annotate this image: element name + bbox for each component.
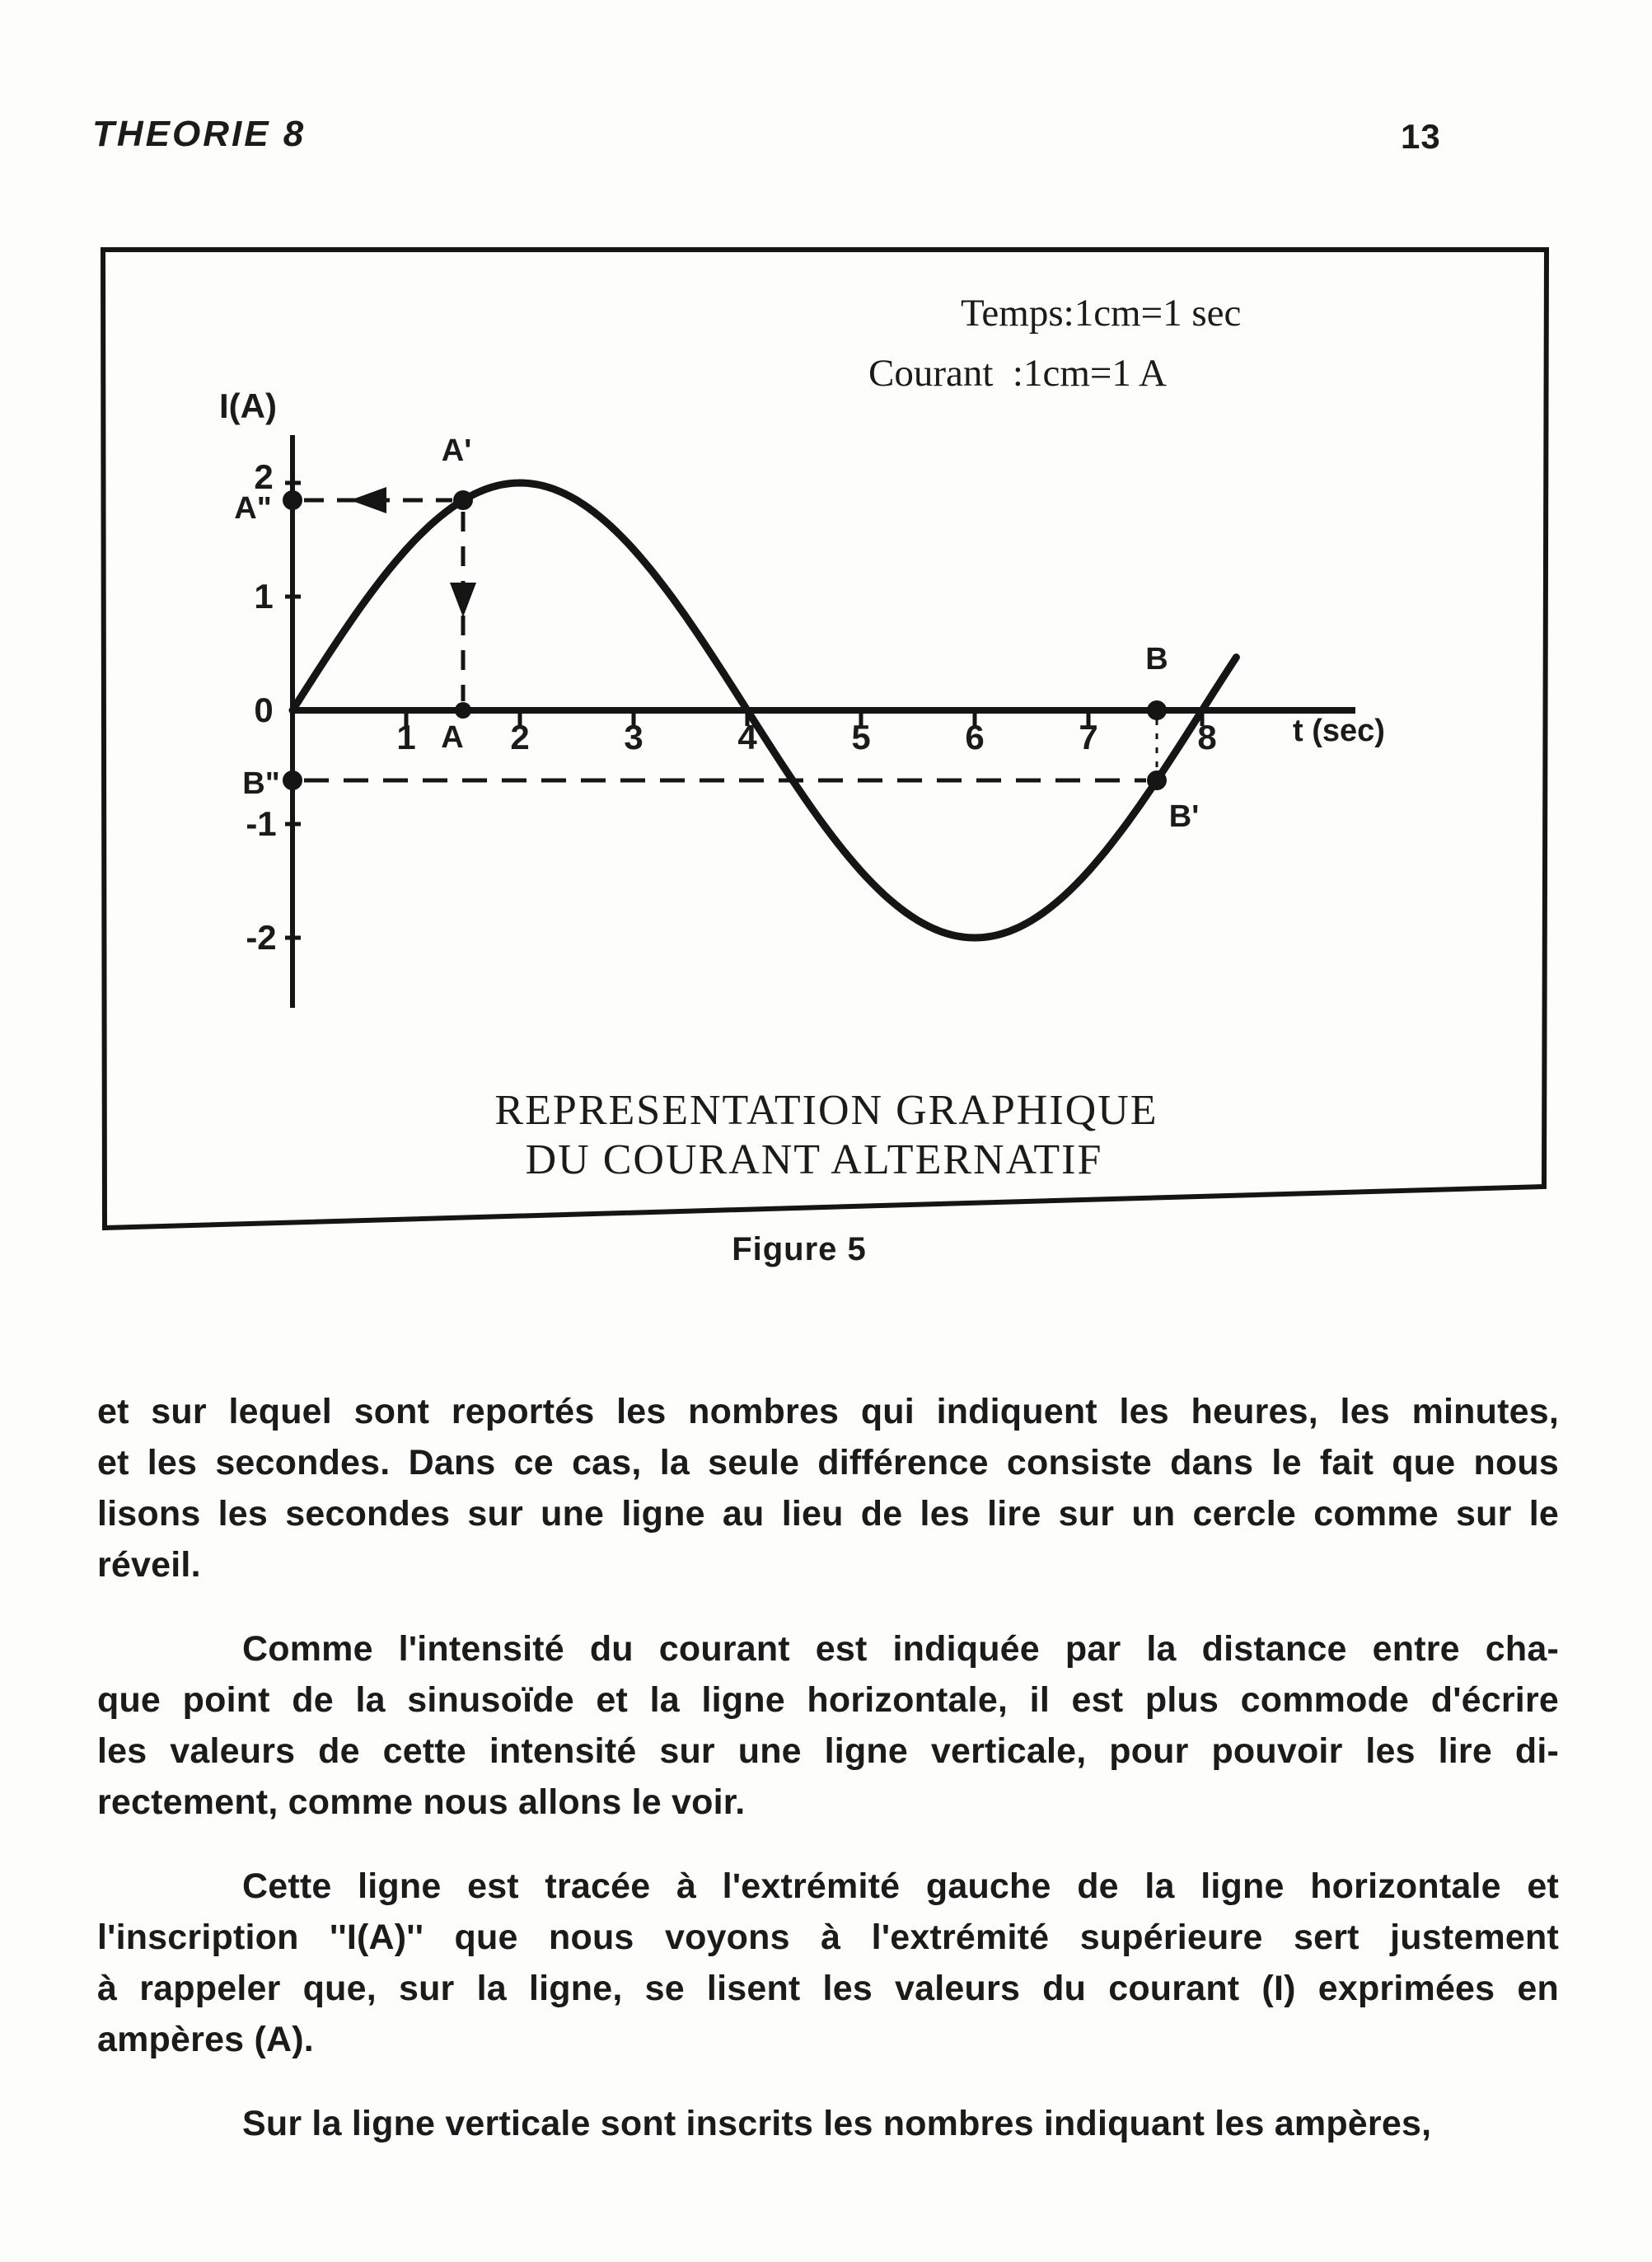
point-a2 <box>283 490 302 510</box>
paragraph: et sur lequel sont reportés les nombres … <box>97 1386 1559 1590</box>
figure-border <box>100 247 1550 1231</box>
figure-title: REPRESENTATION GRAPHIQUE DU COURANT ALTE… <box>494 1087 1158 1183</box>
paragraph: Sur la ligne verticale sont inscrits les… <box>97 2098 1559 2149</box>
y-tick-label: -1 <box>246 804 276 843</box>
legend-time-scale: Temps:1cm=1 sec <box>961 292 1241 335</box>
x-tick-label: 7 <box>1079 718 1097 756</box>
text-line: l'inscription ''I(A)'' que nous voyons à… <box>97 1918 1559 1957</box>
x-tick-label: 1 <box>396 718 415 756</box>
paragraph: Cette ligne est tracée à l'extrémité gau… <box>97 1861 1559 2065</box>
x-axis-label: t (sec) <box>1293 714 1385 748</box>
x-tick-labels: 1 2 3 4 5 6 7 8 <box>396 718 1216 756</box>
arrow-down-icon <box>450 583 476 617</box>
text-line: Cette ligne est tracée à l'extrémité gau… <box>242 1866 1559 1906</box>
figure-title-line1: REPRESENTATION GRAPHIQUE <box>494 1087 1158 1134</box>
text-line: réveil. <box>97 1545 201 1585</box>
point-label-a1: A' <box>442 433 471 468</box>
point-label-b2: B" <box>242 766 279 801</box>
y-axis-label: I(A) <box>219 386 277 425</box>
y-tick-label: 1 <box>254 577 273 616</box>
text-line: à rappeler que, sur la ligne, se lisent … <box>97 1969 1559 2008</box>
figure-caption: Figure 5 <box>732 1231 867 1267</box>
x-tick-label: 8 <box>1197 718 1216 756</box>
section-title: THEORIE 8 <box>92 114 307 154</box>
point-b2 <box>283 770 302 790</box>
point-label-a: A <box>441 720 463 755</box>
point-a1 <box>453 490 473 510</box>
text-line: et les secondes. Dans ce cas, la seule d… <box>97 1443 1559 1482</box>
x-tick-label: 6 <box>965 718 984 756</box>
figure-legend: Temps:1cm=1 sec Courant :1cm=1 A <box>868 292 1241 395</box>
point-a <box>455 702 471 719</box>
page-number: 13 <box>1401 117 1441 156</box>
construction-lines <box>304 498 1158 783</box>
y-tick-labels: 2 1 0 -1 -2 <box>246 457 276 957</box>
x-tick-label: 5 <box>851 718 870 756</box>
y-tick-label: 2 <box>254 457 273 496</box>
arrow-left-icon <box>350 487 386 513</box>
point-labels: A A' A" B B' B" <box>234 433 1199 834</box>
paragraph: Comme l'intensité du courant est indiqué… <box>97 1623 1559 1828</box>
text-line: ampères (A). <box>97 2020 314 2059</box>
point-label-b: B <box>1145 642 1168 677</box>
figure-5-graphic: Temps:1cm=1 sec Courant :1cm=1 A I(A) t … <box>100 247 1550 1231</box>
text-line: rectement, comme nous allons le voir. <box>97 1782 746 1822</box>
point-b1 <box>1147 770 1167 790</box>
y-tick-label: -2 <box>246 918 276 957</box>
text-line: et sur lequel sont reportés les nombres … <box>97 1392 1559 1431</box>
point-b <box>1147 700 1167 720</box>
point-label-a2: A" <box>234 491 271 526</box>
text-line: lisons les secondes sur une ligne au lie… <box>97 1494 1559 1534</box>
x-tick-label: 3 <box>624 718 643 756</box>
point-label-b1: B' <box>1169 799 1199 834</box>
figure-title-line2: DU COURANT ALTERNATIF <box>526 1136 1103 1183</box>
body-text: et sur lequel sont reportés les nombres … <box>97 1386 1559 2182</box>
text-line: que point de la sinusoïde et la ligne ho… <box>97 1680 1559 1720</box>
sine-curve <box>288 479 1240 942</box>
y-ticks <box>285 480 301 940</box>
marked-points <box>283 490 1167 790</box>
y-tick-label: 0 <box>254 691 273 729</box>
x-tick-label: 2 <box>510 718 529 756</box>
text-line: les valeurs de cette intensité sur une l… <box>97 1731 1559 1771</box>
text-line: Comme l'intensité du courant est indiqué… <box>242 1629 1559 1669</box>
text-line: Sur la ligne verticale sont inscrits les… <box>242 2104 1432 2143</box>
legend-current-scale: Courant :1cm=1 A <box>868 352 1167 395</box>
